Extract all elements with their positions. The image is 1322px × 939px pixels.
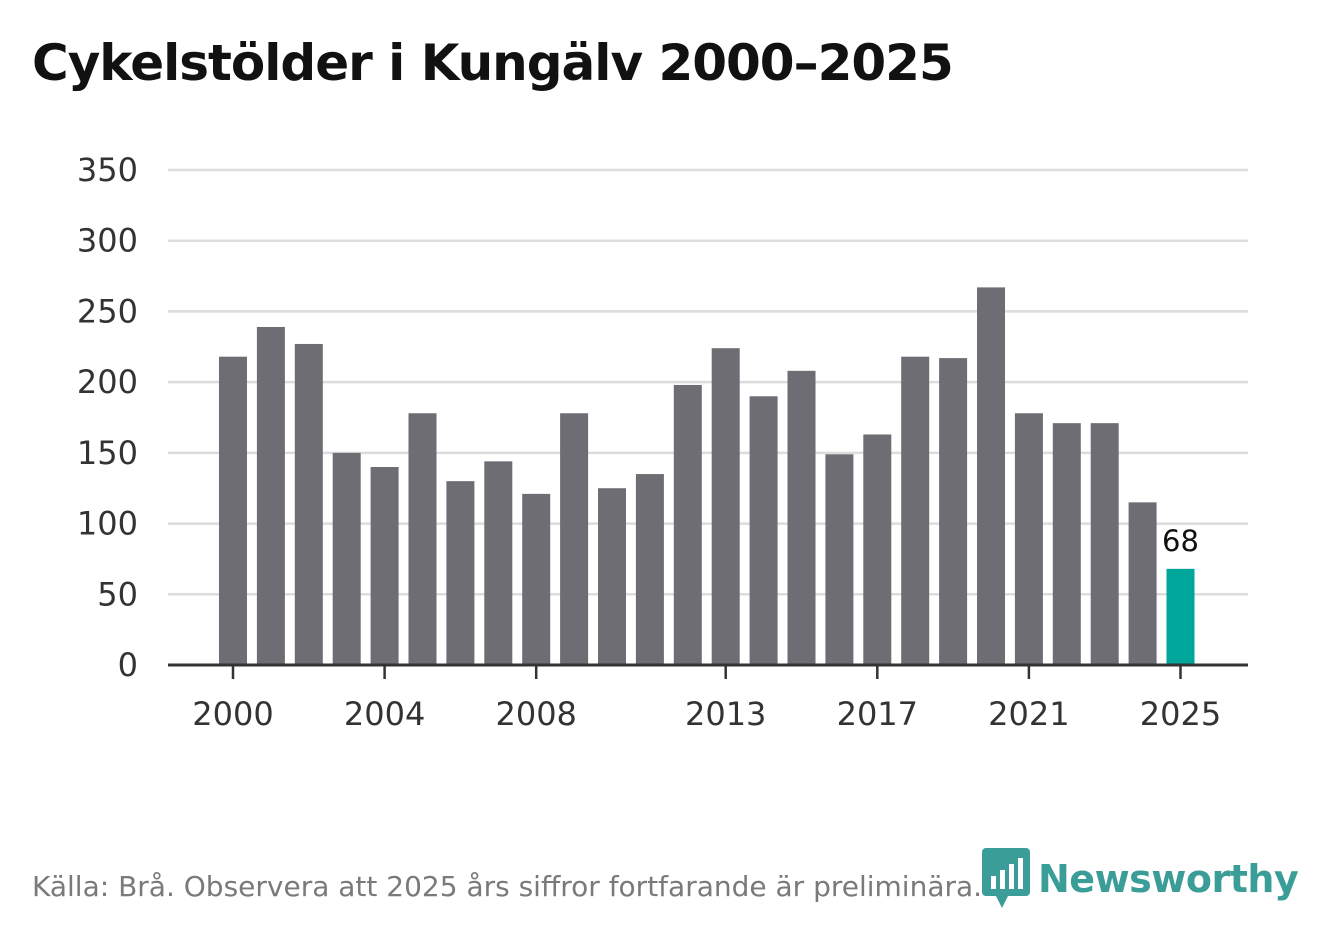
bar-2019 (939, 358, 968, 665)
bar-2008 (522, 493, 551, 665)
data-label-2025: 68 (1162, 524, 1199, 558)
bar-2005 (408, 413, 437, 665)
y-tick-label-150: 150 (77, 434, 138, 472)
y-axis: 0 50 100 150 200 250 300 350 (77, 151, 138, 684)
bar-2003 (332, 452, 361, 665)
bar-2018 (901, 356, 930, 665)
y-tick-label-50: 50 (97, 575, 138, 613)
y-tick-label-0: 0 (118, 646, 138, 684)
bar-2016 (825, 454, 854, 665)
x-tick-label-2021: 2021 (988, 695, 1069, 733)
bar-2014 (749, 396, 778, 665)
bar-2025 (1166, 568, 1195, 665)
data-labels: 68 (1162, 524, 1199, 558)
x-tick-label-2000: 2000 (192, 695, 273, 733)
chart-title: Cykelstölder i Kungälv 2000–2025 (32, 34, 954, 92)
x-tick-label-2004: 2004 (344, 695, 425, 733)
bar-2022 (1052, 423, 1081, 665)
y-tick-label-250: 250 (77, 292, 138, 330)
y-tick-label-200: 200 (77, 363, 138, 401)
bar-2000 (219, 356, 247, 665)
logo-text: Newsworthy (1038, 857, 1299, 901)
y-tick-label-100: 100 (77, 505, 138, 543)
y-tick-label-300: 300 (77, 222, 138, 260)
x-tick-label-2025: 2025 (1140, 695, 1221, 733)
newsworthy-logo: Newsworthy (982, 848, 1299, 910)
bar-2007 (484, 461, 513, 665)
bar-2006 (446, 481, 475, 665)
bar-2004 (370, 467, 399, 665)
bar-2023 (1090, 423, 1119, 665)
x-tick-label-2013: 2013 (685, 695, 766, 733)
bar-2012 (673, 384, 702, 665)
newsworthy-logo-icon (982, 848, 1030, 908)
x-tick-label-2008: 2008 (495, 695, 576, 733)
bar-2001 (256, 326, 285, 665)
gridlines (168, 168, 1248, 596)
bar-2017 (863, 434, 892, 665)
bar-2009 (560, 413, 589, 665)
bar-2020 (977, 287, 1005, 665)
x-axis: 2000 2004 2008 2013 2017 2021 2025 (168, 663, 1248, 733)
bars (219, 287, 1195, 665)
bar-2021 (1014, 413, 1043, 665)
y-tick-label-350: 350 (77, 151, 138, 189)
bar-2015 (787, 370, 816, 665)
x-tick-label-2017: 2017 (837, 695, 918, 733)
bar-2010 (598, 488, 626, 665)
source-note: Källa: Brå. Observera att 2025 års siffr… (32, 870, 983, 903)
bar-2013 (711, 348, 740, 665)
bar-2011 (635, 474, 664, 665)
bar-2002 (294, 343, 323, 665)
bar-2024 (1128, 502, 1157, 665)
